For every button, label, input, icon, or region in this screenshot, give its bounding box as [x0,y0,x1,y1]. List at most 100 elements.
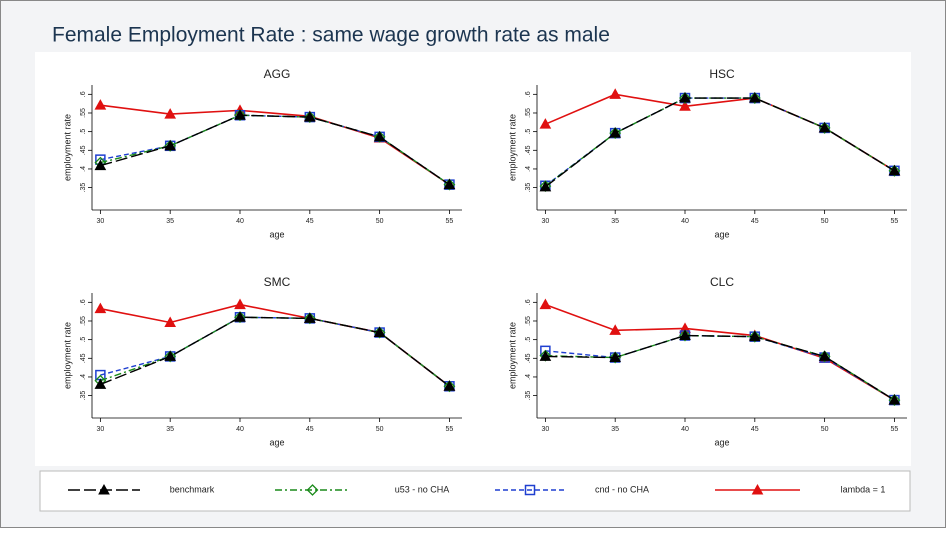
marker [679,329,691,341]
marker [94,378,107,389]
marker [164,139,177,152]
y-axis-label: employment rate [507,322,517,389]
series-line [100,316,450,387]
series-line [100,114,450,186]
y-tick-label: .55 [80,316,87,326]
legend-label: cnd - no CHA [595,484,649,494]
marker [234,109,246,120]
marker [94,302,107,314]
legend-marker [98,483,110,495]
x-tick-label: 30 [541,426,549,433]
marker [609,127,622,138]
marker [609,324,622,335]
marker [748,92,761,104]
marker [164,316,177,327]
marker [373,326,386,338]
marker [888,164,901,176]
x-tick-label: 40 [681,218,689,225]
marker [443,380,456,391]
x-axis-label: age [714,229,729,239]
x-axis-label: age [714,437,729,447]
marker [234,311,246,324]
marker [818,350,831,361]
marker [303,111,316,124]
y-tick-label: .35 [80,183,87,193]
x-tick-label: 50 [821,426,829,433]
x-axis-label: age [269,437,284,447]
y-tick-label: .4 [80,374,87,380]
marker [888,394,901,405]
y-tick-label: .5 [525,129,532,135]
x-tick-label: 50 [821,218,829,225]
marker [539,180,552,192]
x-tick-label: 35 [166,218,174,225]
x-tick-label: 30 [96,426,104,433]
y-tick-label: .35 [525,391,532,401]
marker [234,109,246,122]
y-tick-label: .4 [80,166,87,172]
legend-marker [306,484,319,496]
marker [748,330,761,342]
y-tick-label: .35 [80,391,87,401]
x-tick-label: 55 [446,426,454,433]
x-tick-label: 45 [751,426,759,433]
y-tick-label: .55 [525,108,532,118]
marker [748,330,761,343]
chart-title: SMC [264,275,291,289]
x-tick-label: 55 [891,426,899,433]
y-axis-label: employment rate [62,114,72,181]
marker [373,326,386,339]
x-tick-label: 30 [96,218,104,225]
marker [818,121,831,133]
marker [443,178,456,190]
x-axis-label: age [269,229,284,239]
marker [164,139,177,151]
marker [609,88,622,99]
marker [373,130,386,143]
y-tick-label: .4 [525,374,532,380]
series-line [545,334,895,401]
marker [539,118,552,129]
charts-panel [35,52,911,466]
marker [94,99,107,110]
chart-title: CLC [710,275,734,289]
y-tick-label: .6 [525,299,532,305]
y-tick-label: .5 [80,129,87,135]
y-tick-label: .6 [80,299,87,305]
marker [164,350,177,363]
x-tick-label: 45 [751,218,759,225]
y-tick-label: .45 [525,145,532,155]
y-tick-label: .35 [525,183,532,193]
marker [234,298,246,310]
y-tick-label: .45 [80,353,87,363]
y-tick-label: .6 [80,91,87,97]
y-tick-label: .45 [80,145,87,155]
x-tick-label: 55 [891,218,899,225]
y-tick-label: .55 [525,316,532,326]
legend-marker [524,484,536,496]
series-line [544,97,895,188]
x-tick-label: 50 [376,218,384,225]
marker [234,311,246,322]
marker [164,350,177,361]
legend-label: lambda = 1 [841,484,886,494]
marker [303,312,316,325]
y-tick-label: .6 [525,91,532,97]
x-tick-label: 45 [306,218,314,225]
marker [303,312,316,323]
x-tick-label: 35 [611,426,619,433]
series-line [100,114,450,186]
marker [888,394,901,407]
y-tick-label: .5 [525,337,532,343]
y-tick-label: .45 [525,353,532,363]
marker [748,92,761,103]
x-tick-label: 40 [681,426,689,433]
marker [679,329,691,342]
marker [679,92,691,104]
legend-label: u53 - no CHA [395,484,450,494]
x-tick-label: 30 [541,218,549,225]
chart-title: HSC [709,67,735,81]
marker [303,111,316,122]
y-axis-label: employment rate [62,322,72,389]
legend-label: benchmark [170,484,215,494]
